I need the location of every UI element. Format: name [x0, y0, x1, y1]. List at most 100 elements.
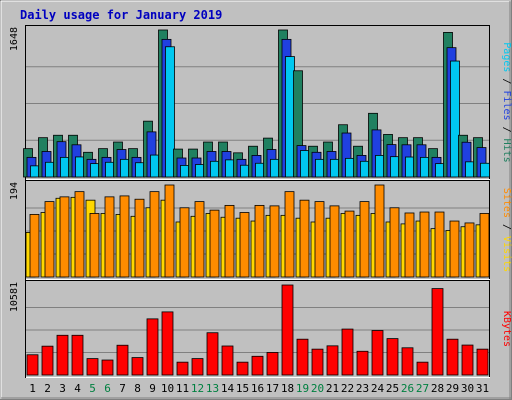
bar-sites-day-26 [404, 212, 415, 278]
bar-kbytes-day-17 [266, 352, 279, 376]
x-tick-label-8: 8 [134, 382, 141, 395]
bar-sites-day-23 [359, 201, 370, 278]
x-tick-label-20: 20 [311, 382, 324, 395]
bar-kbytes-day-13 [206, 332, 219, 376]
bar-kbytes-day-29 [446, 338, 459, 376]
bar-kbytes-day-19 [296, 338, 309, 376]
x-tick-label-7: 7 [119, 382, 126, 395]
panel-requests: 1648 Pages / Files / Hits [9, 25, 512, 180]
bar-kbytes-day-3 [56, 334, 69, 376]
bar-sites-day-24 [374, 184, 385, 278]
bar-kbytes-day-5 [86, 358, 99, 376]
bar-sites-day-16 [254, 204, 265, 278]
x-tick-label-28: 28 [431, 382, 444, 395]
bar-kbytes-day-28 [431, 288, 444, 376]
x-tick-label-6: 6 [104, 382, 111, 395]
bar-kbytes-day-7 [116, 344, 129, 376]
panel-requests-max-label: 1648 [9, 27, 20, 51]
bar-sites-day-17 [269, 205, 280, 278]
x-tick-label-29: 29 [446, 382, 459, 395]
bar-sites-day-31 [479, 213, 490, 278]
bar-kbytes-day-24 [371, 330, 384, 376]
bar-sites-day-19 [299, 199, 310, 278]
bar-kbytes-day-25 [386, 338, 399, 376]
bar-kbytes-day-22 [341, 328, 354, 376]
bar-sites-day-6 [104, 196, 115, 278]
x-tick-label-3: 3 [59, 382, 66, 395]
bar-kbytes-day-26 [401, 347, 414, 376]
bar-sites-day-29 [449, 220, 460, 278]
x-tick-label-18: 18 [281, 382, 294, 395]
x-tick-label-5: 5 [89, 382, 96, 395]
bar-kbytes-day-11 [176, 361, 189, 376]
axis-label-part: KBytes [501, 311, 512, 347]
x-tick-label-14: 14 [221, 382, 235, 395]
bar-kbytes-day-16 [251, 355, 264, 376]
axis-label-part: / [501, 72, 512, 90]
panel-visits: 194 Sites / Visits [9, 180, 512, 280]
bar-kbytes-day-21 [326, 345, 339, 376]
bar-kbytes-day-23 [356, 350, 369, 376]
bar-sites-day-1 [29, 214, 40, 278]
bar-kbytes-day-12 [191, 358, 204, 376]
bar-sites-day-5 [89, 213, 100, 278]
x-tick-label-25: 25 [386, 382, 399, 395]
x-tick-label-17: 17 [266, 382, 279, 395]
x-tick-label-27: 27 [416, 382, 429, 395]
x-tick-label-22: 22 [341, 382, 354, 395]
panel-visits-axis-label: Sites / Visits [501, 188, 512, 272]
bar-kbytes-day-20 [311, 348, 324, 376]
x-tick-label-1: 1 [29, 382, 36, 395]
bar-pages-day-10 [165, 46, 175, 178]
bar-sites-day-10 [164, 184, 175, 278]
x-tick-label-11: 11 [176, 382, 189, 395]
axis-label-part: / [501, 121, 512, 139]
bar-kbytes-day-14 [221, 345, 234, 376]
bar-sites-day-7 [119, 195, 130, 278]
bar-kbytes-day-15 [236, 361, 249, 376]
x-tick-label-2: 2 [44, 382, 51, 395]
bar-kbytes-day-30 [461, 344, 474, 376]
bar-kbytes-day-1 [26, 354, 39, 376]
bar-kbytes-day-4 [71, 334, 84, 376]
axis-label-part: Hits [501, 139, 512, 163]
x-tick-label-24: 24 [371, 382, 385, 395]
bar-sites-day-15 [239, 212, 250, 278]
chart-panels: 1648 Pages / Files / Hits 194 Sites / Visit… [9, 25, 512, 378]
bar-kbytes-day-18 [281, 284, 294, 376]
bar-sites-day-20 [314, 201, 325, 278]
panel-kbytes: 10581 KBytes [9, 280, 512, 378]
x-tick-label-10: 10 [161, 382, 174, 395]
bar-sites-day-9 [149, 191, 160, 278]
bar-sites-day-21 [329, 205, 340, 278]
bar-kbytes-day-8 [131, 357, 144, 376]
bar-kbytes-day-6 [101, 359, 114, 376]
x-tick-label-16: 16 [251, 382, 264, 395]
panel-kbytes-axis-label: KBytes [501, 311, 512, 347]
x-tick-label-19: 19 [296, 382, 309, 395]
bar-sites-day-4 [74, 191, 85, 278]
bar-sites-day-8 [134, 198, 145, 278]
bar-sites-day-25 [389, 207, 400, 278]
bar-sites-day-22 [344, 210, 355, 278]
x-tick-label-15: 15 [236, 382, 249, 395]
bar-pages-day-31 [480, 162, 490, 178]
bar-sites-day-13 [209, 209, 220, 278]
x-tick-label-31: 31 [476, 382, 489, 395]
panel-requests-axis-label: Pages / Files / Hits [501, 42, 512, 162]
panel-kbytes-max-label: 10581 [9, 282, 20, 312]
x-tick-label-26: 26 [401, 382, 414, 395]
bar-sites-day-11 [179, 207, 190, 278]
x-tick-label-23: 23 [356, 382, 369, 395]
chart-title: Daily usage for January 2019 [20, 8, 222, 22]
x-tick-label-13: 13 [206, 382, 219, 395]
axis-label-part: Visits [501, 236, 512, 272]
bar-sites-day-28 [434, 211, 445, 278]
bar-sites-day-3 [59, 196, 70, 278]
bar-kbytes-day-27 [416, 361, 429, 376]
bar-kbytes-day-2 [41, 345, 54, 376]
bar-kbytes-day-31 [476, 348, 489, 376]
x-axis-labels: 1 2 3 4 5 6 7 8 9 10 11 12 13 14 15 16 17 18 19 20 21 22 23 24 2… [29, 382, 489, 395]
bar-kbytes-day-9 [146, 318, 159, 376]
